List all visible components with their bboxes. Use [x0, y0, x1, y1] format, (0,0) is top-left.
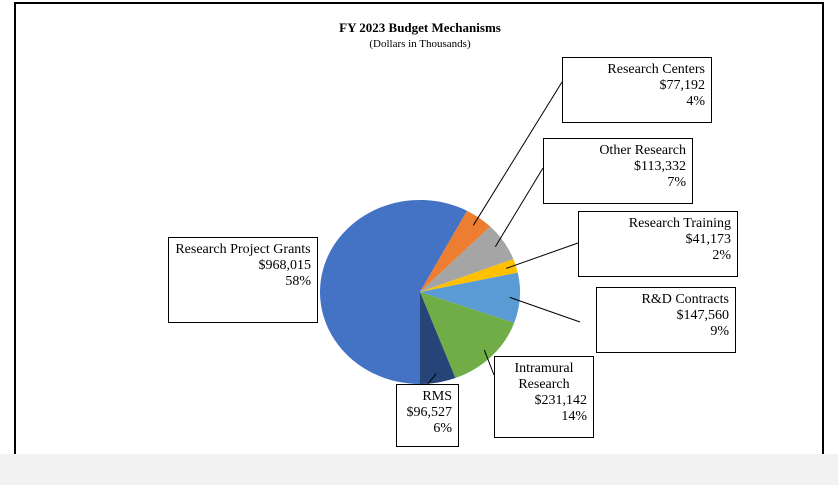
pie-slice [420, 292, 515, 379]
slice-name: RMS [422, 389, 452, 404]
label-box: RMS $96,527 6% [396, 384, 459, 447]
slice-value: $113,332 [634, 159, 686, 174]
slice-value: $96,527 [406, 405, 453, 420]
slice-name: Other Research [599, 143, 686, 158]
slice-value: $77,192 [659, 78, 706, 93]
leader-line [483, 349, 495, 376]
slice-name: Intramural Research [514, 361, 574, 392]
slice-name: Research Centers [607, 62, 705, 77]
slice-name: R&D Contracts [641, 292, 730, 307]
slice-name: Research Project Grants [175, 242, 311, 257]
leader-line [506, 242, 579, 269]
pie-slice [420, 210, 491, 292]
pie-slice [420, 272, 520, 323]
slice-value: $231,142 [534, 393, 588, 408]
slice-percent: 58% [285, 274, 311, 289]
leader-line [427, 373, 437, 385]
slice-percent: 14% [561, 409, 587, 424]
label-box: Intramural Research $231,142 14% [494, 356, 594, 438]
label-box: Other Research $113,332 7% [543, 138, 693, 204]
slice-value: $41,173 [685, 232, 732, 247]
slice-percent: 4% [686, 94, 705, 109]
slice-percent: 2% [712, 248, 731, 263]
slice-percent: 6% [433, 421, 452, 436]
bottom-band [0, 454, 838, 485]
leader-line [472, 81, 563, 226]
label-box: R&D Contracts $147,560 9% [596, 287, 736, 353]
slice-value: $147,560 [676, 308, 730, 323]
leader-line [509, 296, 581, 323]
slice-percent: 9% [710, 324, 729, 339]
slice-percent: 7% [667, 175, 686, 190]
pie-slice [319, 200, 468, 384]
chart-subtitle: (Dollars in Thousands) [369, 38, 471, 50]
label-box: Research Project Grants $968,015 58% [168, 237, 318, 323]
pie-slice [420, 226, 514, 292]
label-box: Research Training $41,173 2% [578, 211, 738, 277]
chart-title: FY 2023 Budget Mechanisms [339, 20, 501, 35]
pie-slice [420, 259, 518, 292]
frame [14, 2, 824, 454]
slice-name: Research Training [628, 216, 731, 231]
slice-value: $968,015 [258, 258, 312, 273]
pie-slice [420, 292, 456, 384]
leader-line [494, 167, 544, 247]
label-box: Research Centers $77,192 4% [562, 57, 712, 123]
